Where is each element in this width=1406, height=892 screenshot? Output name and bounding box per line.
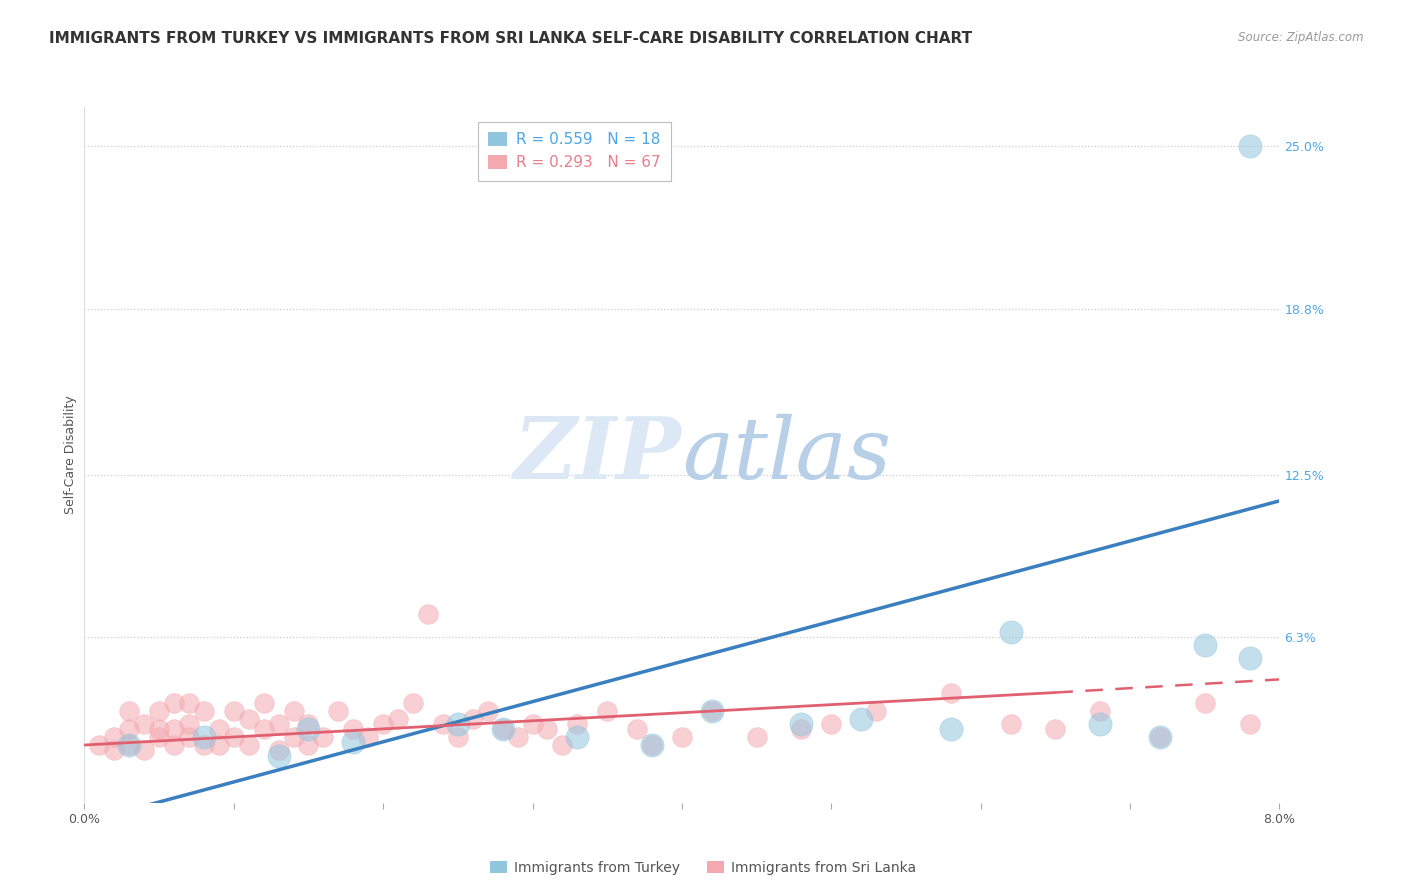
Point: [163, 723, 186, 737]
Point: [522, 717, 544, 731]
Point: [745, 730, 768, 744]
Point: [208, 738, 231, 752]
Point: [506, 730, 529, 744]
Point: [432, 717, 454, 731]
Point: [536, 723, 558, 737]
Text: IMMIGRANTS FROM TURKEY VS IMMIGRANTS FROM SRI LANKA SELF-CARE DISABILITY CORRELA: IMMIGRANTS FROM TURKEY VS IMMIGRANTS FRO…: [49, 31, 973, 46]
Point: [567, 730, 589, 744]
Point: [103, 730, 125, 744]
Point: [700, 704, 723, 718]
Point: [1000, 625, 1022, 640]
Point: [253, 696, 276, 710]
Point: [447, 717, 470, 731]
Point: [89, 738, 111, 752]
Text: ZIP: ZIP: [515, 413, 682, 497]
Point: [477, 704, 499, 718]
Point: [492, 723, 515, 737]
Point: [148, 723, 170, 737]
Point: [1149, 730, 1171, 744]
Point: [1239, 139, 1261, 153]
Point: [118, 738, 141, 752]
Point: [1194, 638, 1216, 652]
Point: [790, 723, 813, 737]
Point: [297, 738, 319, 752]
Point: [132, 743, 156, 757]
Point: [851, 712, 873, 726]
Point: [283, 730, 305, 744]
Point: [222, 730, 245, 744]
Point: [193, 738, 215, 752]
Point: [177, 717, 200, 731]
Point: [238, 738, 260, 752]
Point: [118, 704, 141, 718]
Point: [1239, 717, 1261, 731]
Point: [551, 738, 574, 752]
Point: [596, 704, 619, 718]
Point: [342, 723, 364, 737]
Point: [267, 748, 290, 763]
Point: [132, 717, 156, 731]
Point: [790, 717, 813, 731]
Point: [297, 717, 319, 731]
Point: [700, 704, 723, 718]
Point: [939, 723, 962, 737]
Point: [267, 743, 290, 757]
Point: [103, 743, 125, 757]
Point: [177, 730, 200, 744]
Point: [148, 730, 170, 744]
Point: [1045, 723, 1067, 737]
Text: Source: ZipAtlas.com: Source: ZipAtlas.com: [1239, 31, 1364, 45]
Point: [1194, 696, 1216, 710]
Point: [312, 730, 335, 744]
Point: [222, 704, 245, 718]
Point: [865, 704, 887, 718]
Point: [208, 723, 231, 737]
Point: [373, 717, 395, 731]
Point: [253, 723, 276, 737]
Point: [1000, 717, 1022, 731]
Point: [1149, 730, 1171, 744]
Point: [148, 704, 170, 718]
Point: [283, 704, 305, 718]
Text: atlas: atlas: [682, 414, 891, 496]
Point: [641, 738, 664, 752]
Point: [492, 723, 515, 737]
Point: [163, 696, 186, 710]
Legend: R = 0.559   N = 18, R = 0.293   N = 67: R = 0.559 N = 18, R = 0.293 N = 67: [478, 121, 671, 181]
Point: [567, 717, 589, 731]
Point: [193, 730, 215, 744]
Point: [193, 704, 215, 718]
Point: [641, 738, 664, 752]
Point: [447, 730, 470, 744]
Point: [1239, 651, 1261, 665]
Point: [626, 723, 648, 737]
Point: [820, 717, 842, 731]
Point: [402, 696, 425, 710]
Point: [939, 685, 962, 699]
Point: [1090, 704, 1112, 718]
Point: [357, 730, 380, 744]
Point: [416, 607, 439, 621]
Point: [238, 712, 260, 726]
Point: [163, 738, 186, 752]
Legend: Immigrants from Turkey, Immigrants from Sri Lanka: Immigrants from Turkey, Immigrants from …: [485, 855, 921, 880]
Y-axis label: Self-Care Disability: Self-Care Disability: [65, 395, 77, 515]
Point: [118, 723, 141, 737]
Point: [671, 730, 693, 744]
Point: [328, 704, 350, 718]
Point: [267, 717, 290, 731]
Point: [177, 696, 200, 710]
Point: [297, 723, 319, 737]
Point: [387, 712, 409, 726]
Point: [461, 712, 484, 726]
Point: [342, 735, 364, 749]
Point: [118, 738, 141, 752]
Point: [1090, 717, 1112, 731]
